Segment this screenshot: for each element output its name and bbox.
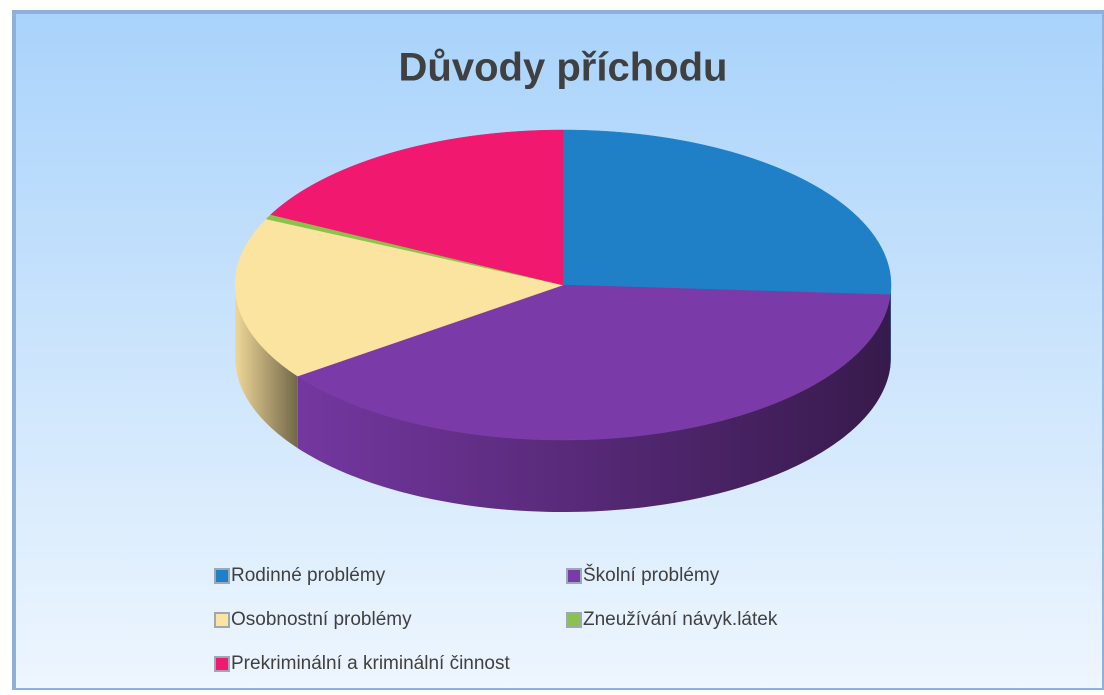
legend-label: Školní problémy [583, 564, 720, 586]
pie-slice [234, 218, 564, 377]
pie-side-shade [297, 294, 891, 512]
legend-swatch [214, 656, 230, 672]
pie-side-shade [890, 285, 891, 367]
pie-side-shade [235, 285, 298, 449]
legend-swatch [214, 612, 230, 628]
legend-label: Rodinné problémy [231, 565, 386, 586]
legend-swatch [566, 612, 582, 628]
legend-label: Osobnostní problémy [231, 609, 412, 630]
legend-label: Prekriminální a kriminální činnost [231, 653, 510, 674]
pie-slice [270, 129, 564, 286]
pie-slice [297, 284, 891, 441]
legend-swatch [214, 568, 230, 584]
pie-slice [562, 129, 892, 295]
legend-swatch [566, 568, 582, 584]
chart-title: Důvody příchodu [399, 46, 728, 90]
legend-label: Zneužívání návyk.látek [583, 609, 778, 630]
